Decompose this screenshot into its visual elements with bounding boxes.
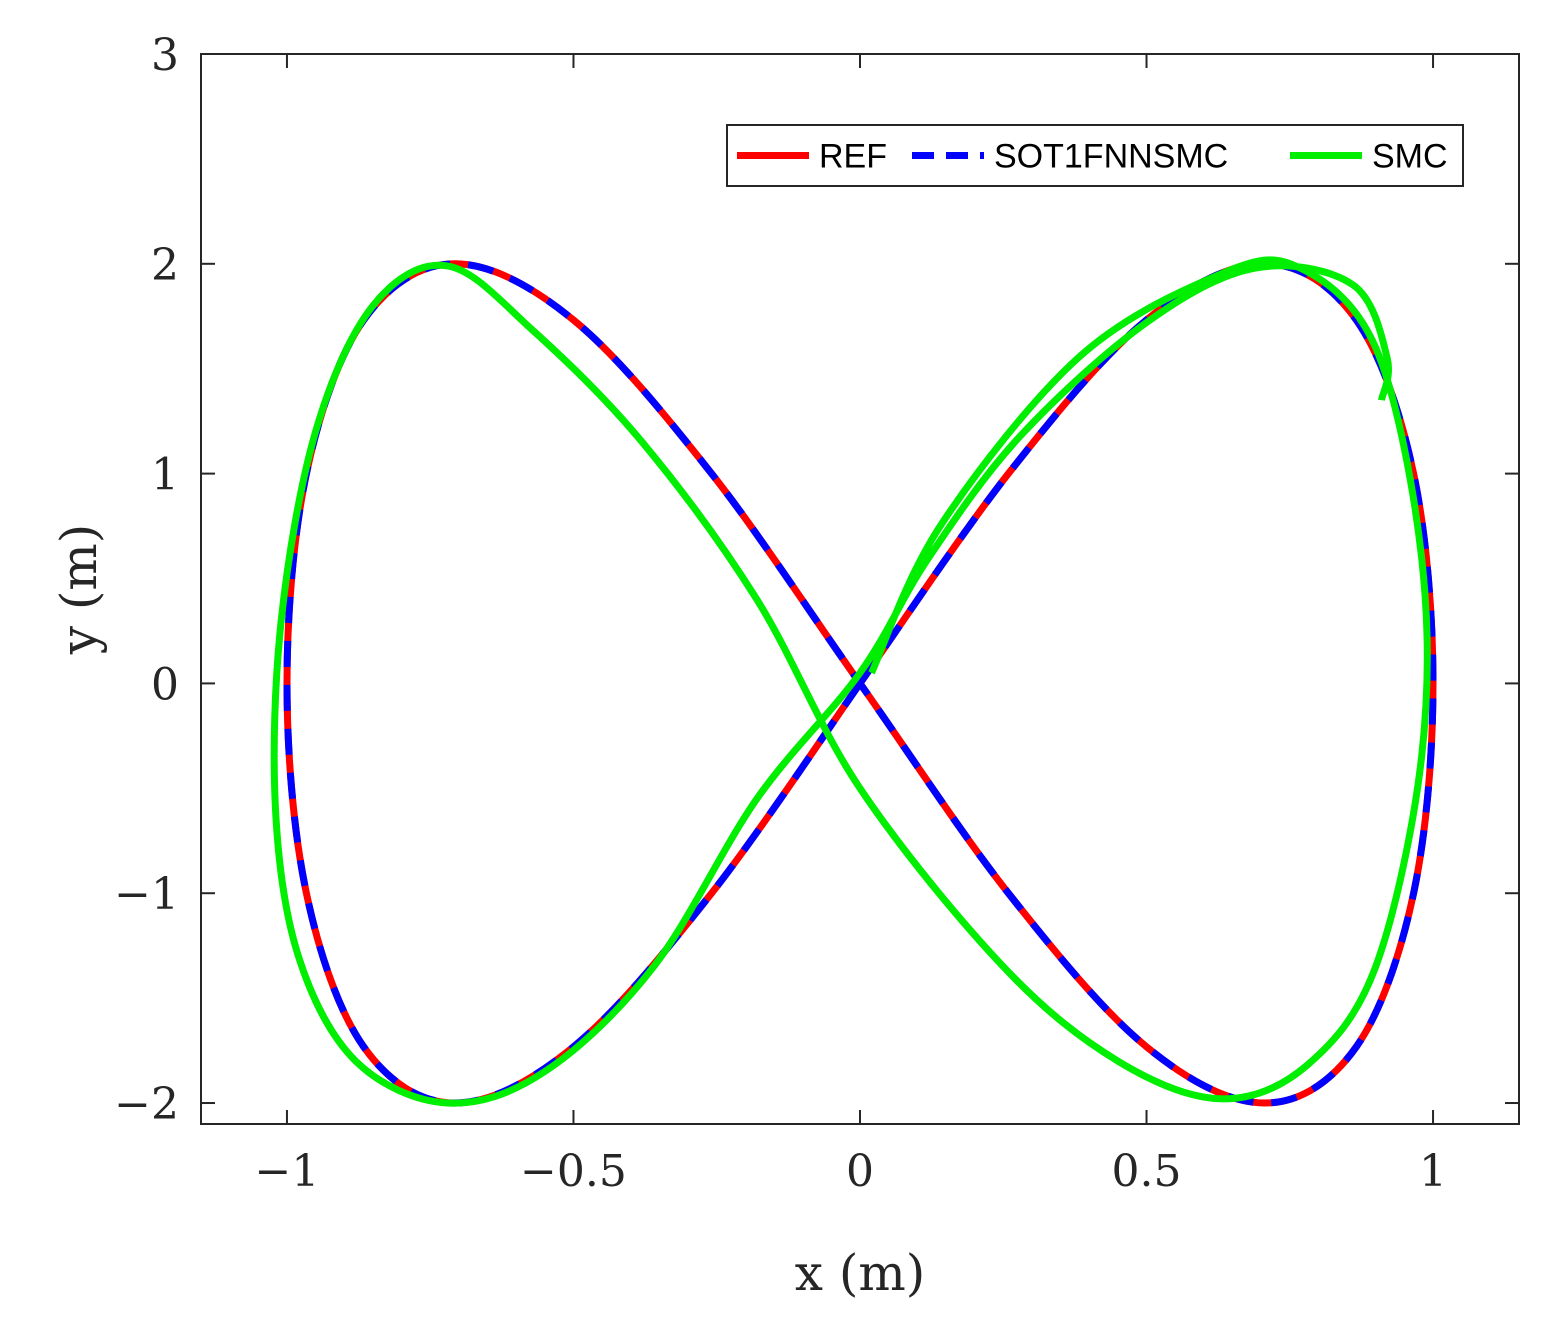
legend-label-ref: REF [819, 138, 887, 176]
y-tick-label: 1 [151, 450, 179, 501]
x-tick-label: 0 [846, 1146, 874, 1197]
y-tick-label: −2 [114, 1079, 179, 1130]
y-tick-label: −1 [114, 869, 179, 920]
legend: REF SOT1FNNSMC SMC [726, 124, 1464, 187]
x-tick-label: 1 [1419, 1146, 1447, 1197]
tick-layer: −1 −0.5 0 0.5 1 −2 −1 0 1 2 3 [114, 30, 1519, 1197]
series-line-sot1fnnsmc [283, 260, 1437, 1107]
x-tick-label: 0.5 [1112, 1146, 1182, 1197]
legend-label-sot1fnnsmc: SOT1FNNSMC [994, 138, 1228, 176]
legend-label-smc: SMC [1372, 138, 1448, 176]
plot-area [201, 54, 1519, 1124]
series-layer [270, 256, 1437, 1107]
x-axis-label: x (m) [795, 1244, 926, 1302]
x-tick-label: −0.5 [520, 1146, 627, 1197]
y-tick-label: 2 [151, 240, 179, 291]
series-line-smc [270, 256, 1431, 1107]
y-axis-label: y (m) [50, 524, 108, 656]
x-tick-label: −1 [255, 1146, 320, 1197]
y-tick-label: 0 [151, 659, 179, 710]
y-tick-label: 3 [151, 30, 179, 81]
